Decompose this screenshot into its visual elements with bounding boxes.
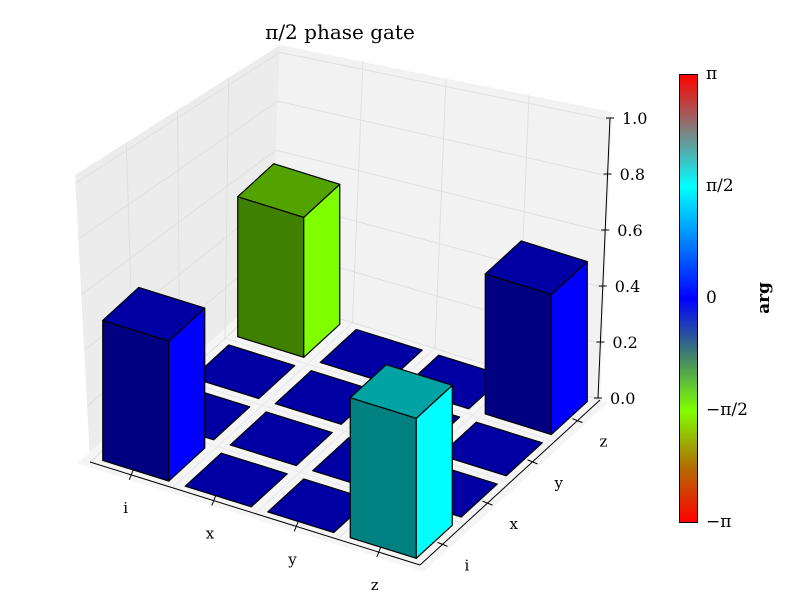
x-tick	[376, 546, 382, 558]
bar-front-face	[484, 273, 552, 436]
colorbar-tick-label: π/2	[706, 176, 734, 196]
y-tick	[572, 418, 583, 424]
x-tick-label: z	[371, 576, 379, 594]
bar-top-face	[102, 286, 206, 342]
colorbar-tick-label: −π	[706, 512, 732, 532]
x-tick	[211, 495, 217, 506]
bar-top-face	[349, 364, 453, 419]
y-tick	[437, 541, 448, 547]
gridline	[224, 77, 230, 339]
gridline	[179, 379, 511, 483]
x-tick	[128, 469, 134, 481]
z-tick-label: 0.4	[615, 277, 640, 296]
y-axis-line	[419, 399, 601, 566]
y-tick-label: y	[554, 474, 564, 492]
z-tick-label: 0.6	[617, 221, 642, 240]
bar-top-face	[237, 163, 341, 218]
colorbar	[679, 74, 698, 523]
colorbar-tick-label: −π/2	[706, 400, 748, 420]
x-tick-label: i	[123, 499, 128, 517]
y-tick-label: x	[510, 515, 519, 533]
z-tick-label: 0.0	[610, 389, 635, 408]
z-axis-line	[597, 117, 611, 399]
bar-front-face	[237, 196, 305, 358]
gridline	[352, 61, 364, 323]
bar-front-face	[349, 397, 417, 559]
y-tick	[482, 500, 493, 506]
x-tick-label: y	[287, 550, 297, 568]
bar-zero-tile	[184, 452, 288, 508]
y-tick-label: i	[465, 556, 470, 574]
x-axis-line	[89, 461, 421, 566]
gridline	[75, 51, 612, 184]
chart-title: π/2 phase gate	[265, 20, 415, 44]
z-tick-label: 0.8	[620, 165, 645, 184]
y-tick-label: z	[600, 433, 608, 451]
bar-front-face	[102, 319, 170, 482]
y-tick	[527, 459, 538, 465]
colorbar-label: arg	[753, 282, 774, 314]
colorbar-tick-label: π	[706, 64, 718, 84]
gridline	[434, 78, 447, 349]
bar-zero-tile	[439, 421, 543, 477]
z-tick-label: 1.0	[622, 109, 647, 128]
gridline	[78, 100, 610, 240]
bar-top-face	[484, 240, 588, 296]
bar-zero-tile	[229, 411, 333, 467]
x-tick	[293, 521, 299, 532]
z-tick-label: 0.2	[612, 333, 637, 352]
gridline	[80, 149, 608, 296]
bar-zero-tile	[192, 344, 296, 400]
colorbar-tick-label: 0	[706, 288, 717, 308]
x-tick-label: x	[206, 525, 215, 543]
